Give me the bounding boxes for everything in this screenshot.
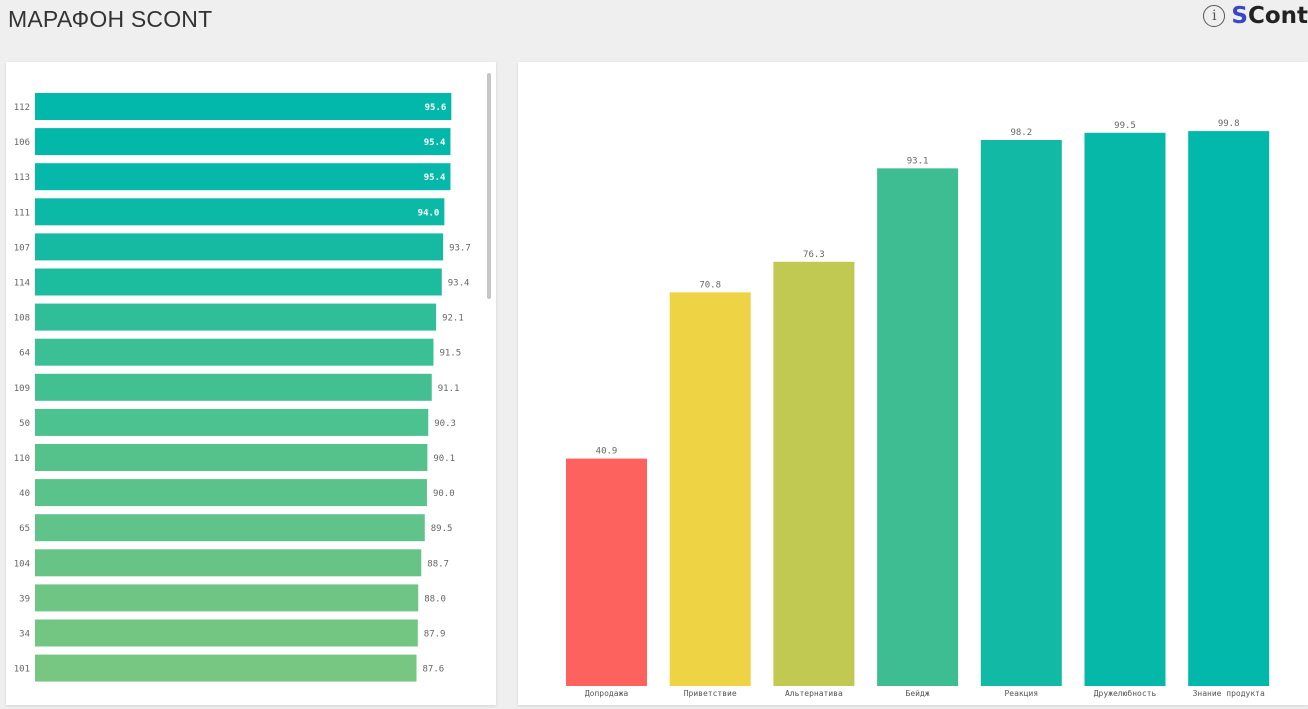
ranking-bar[interactable]	[35, 549, 422, 577]
category-value-label: 40.9	[596, 447, 618, 457]
ranking-category-label: 106	[14, 138, 30, 148]
ranking-category-label: 39	[19, 594, 30, 604]
info-icon[interactable]: i	[1203, 5, 1226, 27]
ranking-category-label: 110	[14, 454, 30, 464]
ranking-category-label: 109	[14, 384, 30, 394]
ranking-bar[interactable]	[35, 654, 417, 682]
ranking-bar[interactable]	[35, 479, 427, 507]
ranking-category-label: 114	[14, 279, 30, 289]
category-bar-chart: 40.9 Допродажа 70.8 Приветствие 76.3 Альтерна…	[566, 119, 1270, 698]
category-axis-label: Дружелюбность	[1094, 688, 1157, 698]
ranking-value-label: 89.5	[431, 524, 453, 534]
category-axis-label: Реакция	[1004, 689, 1038, 698]
ranking-value-label: 95.4	[424, 138, 446, 148]
category-bar[interactable]	[1188, 131, 1270, 686]
category-value-label: 99.8	[1218, 119, 1240, 129]
ranking-value-label: 91.1	[438, 384, 460, 394]
ranking-value-label: 87.9	[424, 630, 446, 640]
category-bar[interactable]	[773, 261, 855, 686]
ranking-bar[interactable]	[35, 584, 419, 612]
ranking-category-label: 34	[19, 630, 30, 640]
ranking-value-label: 90.1	[433, 454, 455, 464]
ranking-bar[interactable]	[35, 128, 451, 156]
category-axis-label: Знание продукта	[1193, 689, 1265, 698]
ranking-bar[interactable]	[35, 619, 418, 647]
ranking-category-label: 113	[14, 173, 30, 183]
ranking-value-label: 95.4	[424, 173, 446, 183]
ranking-scrollbar[interactable]	[487, 73, 491, 299]
ranking-value-label: 93.4	[448, 279, 470, 289]
ranking-bar[interactable]	[35, 338, 434, 366]
ranking-value-label: 91.5	[439, 349, 461, 359]
category-axis-label: Допродажа	[585, 689, 629, 698]
ranking-value-label: 94.0	[418, 208, 440, 218]
category-value-label: 93.1	[907, 156, 929, 166]
ranking-value-label: 92.1	[442, 314, 464, 324]
page-title: МАРАФОН SCONT	[8, 6, 213, 32]
category-value-label: 98.2	[1010, 128, 1032, 138]
category-bar[interactable]	[1084, 132, 1166, 686]
ranking-category-label: 111	[14, 208, 30, 218]
category-bar[interactable]	[669, 292, 751, 686]
ranking-value-label: 87.6	[422, 665, 444, 675]
ranking-category-label: 112	[14, 103, 30, 113]
category-bar[interactable]	[980, 140, 1062, 686]
ranking-category-label: 65	[19, 524, 30, 534]
category-bar[interactable]	[877, 168, 959, 686]
category-axis-label: Приветствие	[684, 689, 737, 698]
ranking-value-label: 88.7	[427, 559, 449, 569]
ranking-chart-panel: 112 95.6 106 95.4 113 95.4 111 94.0 107 93.7 114 93…	[6, 62, 496, 705]
category-axis-label: Альтернатива	[785, 689, 843, 698]
ranking-bar[interactable]	[35, 408, 429, 436]
ranking-category-label: 40	[19, 489, 30, 499]
ranking-value-label: 90.3	[434, 419, 456, 429]
ranking-bar[interactable]	[35, 444, 428, 471]
category-bar[interactable]	[566, 458, 647, 686]
ranking-bar[interactable]	[35, 163, 451, 191]
ranking-bar[interactable]	[35, 514, 425, 542]
ranking-bar[interactable]	[35, 268, 442, 296]
ranking-bar[interactable]	[35, 303, 437, 331]
brand-logo-rest: Cont	[1247, 3, 1308, 29]
ranking-category-label: 101	[14, 665, 30, 675]
ranking-value-label: 90.0	[433, 489, 455, 499]
ranking-category-label: 50	[19, 419, 30, 429]
ranking-category-label: 104	[14, 559, 30, 569]
brand-logo: i SCont	[1203, 3, 1308, 29]
ranking-category-label: 64	[19, 349, 30, 359]
ranking-bar[interactable]	[35, 233, 444, 261]
category-value-label: 70.8	[699, 280, 721, 290]
ranking-category-label: 108	[14, 314, 30, 324]
ranking-value-label: 95.6	[425, 103, 447, 113]
brand-logo-s: S	[1231, 3, 1248, 29]
category-value-label: 76.3	[803, 250, 825, 260]
ranking-value-label: 93.7	[449, 243, 471, 253]
ranking-category-label: 107	[14, 243, 30, 253]
category-value-label: 99.5	[1114, 121, 1136, 131]
ranking-bar[interactable]	[35, 373, 432, 401]
category-axis-label: Бейдж	[906, 689, 930, 698]
category-chart-panel: 40.9 Допродажа 70.8 Приветствие 76.3 Альтерна…	[518, 62, 1308, 705]
ranking-bar-chart: 112 95.6 106 95.4 113 95.4 111 94.0 107 93.7 114 93…	[14, 93, 471, 682]
ranking-bar[interactable]	[35, 93, 452, 120]
ranking-value-label: 88.0	[424, 594, 446, 604]
ranking-bar[interactable]	[35, 198, 445, 226]
